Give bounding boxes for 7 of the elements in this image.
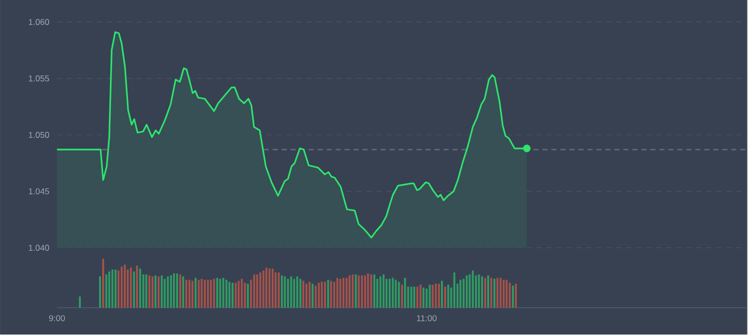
y-tick-label: 1.055: [28, 76, 50, 82]
x-tick-label: 9:00: [49, 315, 65, 322]
y-tick-label: 1.040: [28, 244, 50, 251]
y-tick-label: 1.060: [28, 19, 50, 26]
y-tick-label: 1.050: [28, 132, 50, 138]
y-tick-label: 1.045: [28, 188, 50, 194]
x-tick-label: 11:00: [416, 315, 437, 322]
